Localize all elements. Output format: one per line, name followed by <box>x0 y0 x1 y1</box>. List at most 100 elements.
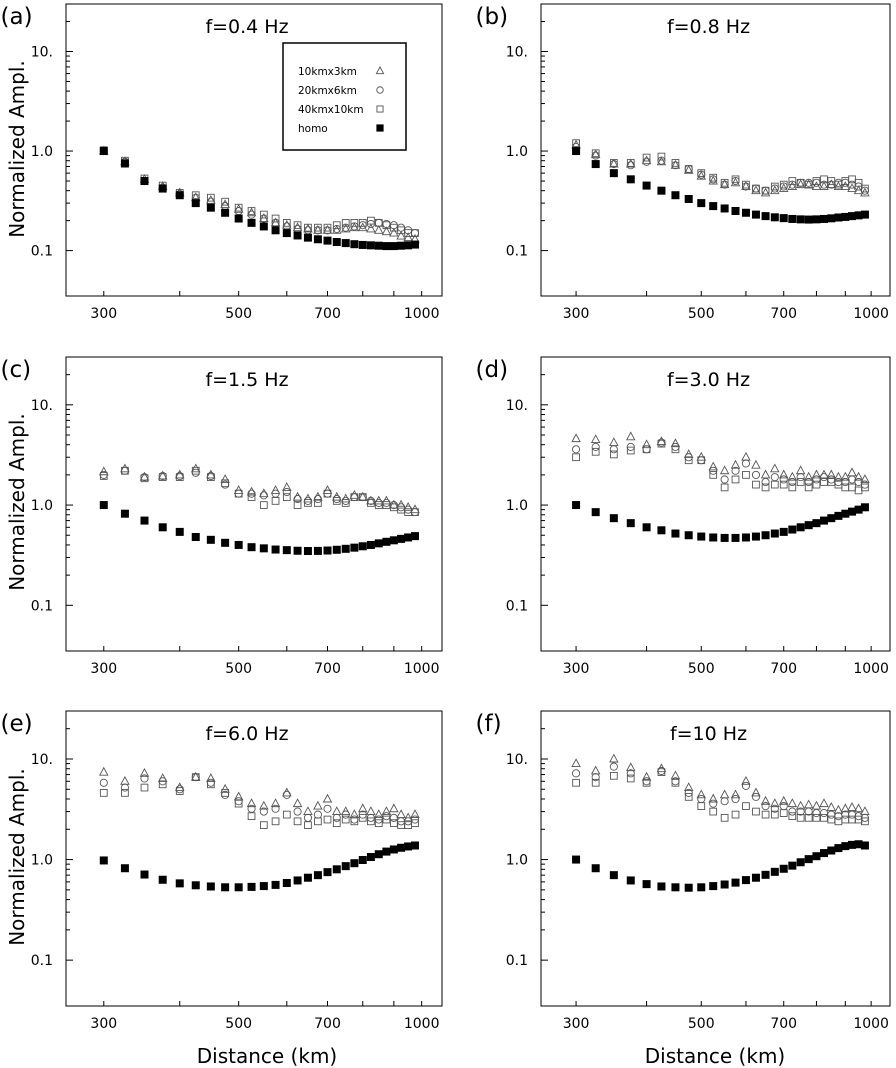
y-tick-label: 1.0 <box>31 853 53 869</box>
data-point-20kmx6km <box>812 475 821 484</box>
panel-title: f=10 Hz <box>670 723 747 745</box>
data-point-10kmx3km <box>410 504 420 514</box>
data-point-homo <box>819 516 828 525</box>
data-point-10kmx3km <box>340 493 351 503</box>
data-point-40kmx10km <box>341 499 350 507</box>
data-point-10kmx3km <box>803 471 814 481</box>
data-point-10kmx3km <box>340 806 351 816</box>
data-point-homo <box>671 883 680 892</box>
data-point-40kmx10km <box>742 802 750 810</box>
data-point-homo <box>303 873 312 882</box>
data-point-20kmx6km <box>99 778 108 787</box>
data-point-homo <box>397 843 406 852</box>
data-point-40kmx10km <box>332 497 341 505</box>
data-point-20kmx6km <box>741 459 750 468</box>
data-point-homo <box>206 882 215 891</box>
data-point-10kmx3km <box>282 219 292 229</box>
data-point-10kmx3km <box>340 223 351 233</box>
data-point-10kmx3km <box>795 465 806 475</box>
data-point-40kmx10km <box>626 774 635 783</box>
plot-frame <box>65 356 443 652</box>
data-point-homo <box>770 529 779 538</box>
data-point-40kmx10km <box>271 817 280 826</box>
data-point-10kmx3km <box>826 179 837 189</box>
legend-label: 10kmx3km <box>298 66 357 78</box>
data-point-10kmx3km <box>313 224 323 234</box>
data-point-20kmx6km <box>591 151 600 160</box>
data-point-20kmx6km <box>140 774 149 783</box>
data-point-40kmx10km <box>332 221 341 230</box>
data-point-10kmx3km <box>220 474 230 483</box>
data-point-homo <box>834 511 843 520</box>
data-point-40kmx10km <box>350 219 359 227</box>
data-point-40kmx10km <box>293 221 302 230</box>
data-point-homo <box>761 870 770 879</box>
data-point-homo <box>140 177 149 186</box>
data-point-40kmx10km <box>304 499 312 507</box>
data-point-40kmx10km <box>293 817 302 826</box>
data-point-10kmx3km <box>803 179 814 189</box>
data-point-homo <box>293 231 302 240</box>
data-point-20kmx6km <box>804 178 813 187</box>
xlabel-right: Distance (km) <box>645 1044 785 1068</box>
data-point-40kmx10km <box>591 447 600 456</box>
data-point-40kmx10km <box>779 809 788 817</box>
data-point-10kmx3km <box>770 185 780 195</box>
data-point-homo <box>731 206 740 215</box>
data-point-10kmx3km <box>847 467 857 477</box>
data-point-homo <box>389 536 398 545</box>
ylabel-middle: Normalized Ampl. <box>5 413 29 591</box>
data-point-10kmx3km <box>853 471 864 481</box>
y-tick-label: 0.1 <box>506 953 528 969</box>
data-point-homo <box>99 147 108 156</box>
y-tick-label: 0.1 <box>506 244 528 260</box>
data-point-20kmx6km <box>358 810 367 819</box>
data-point-20kmx6km <box>374 815 383 824</box>
x-tick-label: 300 <box>90 661 117 677</box>
data-point-20kmx6km <box>234 797 243 806</box>
x-tick-label: 1000 <box>853 306 889 322</box>
data-point-10kmx3km <box>233 791 244 801</box>
data-point-10kmx3km <box>270 798 281 808</box>
x-tick-label: 1000 <box>404 661 440 677</box>
data-point-20kmx6km <box>366 219 375 229</box>
data-point-10kmx3km <box>174 782 185 792</box>
data-point-40kmx10km <box>626 446 635 455</box>
data-point-10kmx3km <box>860 187 870 197</box>
data-point-20kmx6km <box>642 445 651 454</box>
data-point-40kmx10km <box>731 475 740 484</box>
data-point-homo <box>626 175 635 184</box>
panel-label: (b) <box>476 4 509 30</box>
data-point-homo <box>572 147 581 156</box>
data-point-homo <box>860 210 869 219</box>
data-point-40kmx10km <box>861 483 869 492</box>
data-point-40kmx10km <box>247 493 256 501</box>
plot-frame <box>540 356 891 652</box>
data-point-homo <box>389 242 398 251</box>
panel-label: (f) <box>476 711 502 737</box>
xlabel-left: Distance (km) <box>197 1044 337 1068</box>
data-point-homo <box>591 508 600 517</box>
data-point-homo <box>410 532 419 541</box>
x-tick-label: 500 <box>225 306 252 322</box>
y-tick-label: 1.0 <box>31 144 53 160</box>
data-point-homo <box>761 531 770 540</box>
legend-marker-20kmx6km <box>376 86 384 94</box>
data-point-10kmx3km <box>396 230 406 240</box>
data-point-10kmx3km <box>787 471 798 481</box>
data-point-10kmx3km <box>374 495 384 505</box>
data-point-20kmx6km <box>671 777 680 786</box>
data-point-10kmx3km <box>590 434 601 444</box>
data-point-20kmx6km <box>221 790 230 799</box>
data-point-10kmx3km <box>389 803 399 813</box>
data-point-40kmx10km <box>779 480 788 489</box>
data-point-10kmx3km <box>840 471 851 481</box>
data-point-20kmx6km <box>860 480 869 489</box>
data-point-40kmx10km <box>796 478 805 486</box>
data-point-homo <box>841 212 850 221</box>
data-point-40kmx10km <box>671 445 680 454</box>
data-point-10kmx3km <box>349 222 360 232</box>
y-tick-label: 0.1 <box>31 244 53 260</box>
data-point-homo <box>99 856 108 865</box>
data-point-homo <box>410 841 419 850</box>
